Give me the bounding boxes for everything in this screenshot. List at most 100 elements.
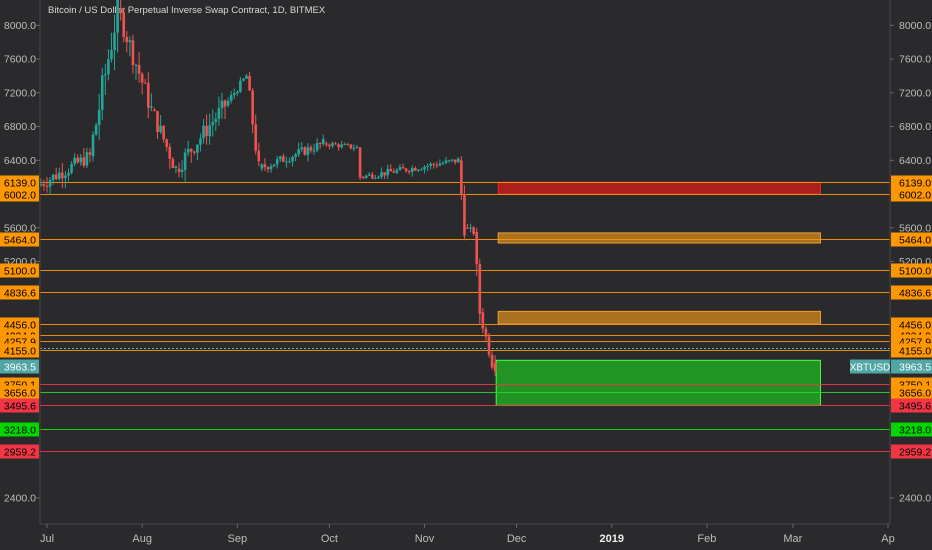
zone-box — [497, 232, 821, 244]
level-tag-right — [891, 343, 932, 358]
level-label-right: 6002.0 — [899, 189, 931, 201]
candle-body — [266, 167, 270, 170]
candle-body — [395, 169, 399, 173]
candle-body — [104, 74, 107, 76]
candle-body — [232, 93, 236, 96]
candle-body — [426, 165, 429, 167]
level-tag-left — [0, 343, 39, 358]
candle-body — [70, 164, 73, 173]
candle-body — [119, 8, 122, 13]
candle-body — [328, 144, 331, 147]
candles — [39, 0, 497, 377]
candle-body — [367, 174, 371, 176]
candle-body — [278, 156, 282, 160]
candle-body — [377, 176, 380, 179]
candle-body — [343, 144, 347, 146]
candle-body — [340, 144, 343, 148]
levels — [40, 182, 890, 452]
level-tag-left — [0, 385, 39, 400]
candle-body — [57, 172, 61, 180]
candle-body — [386, 168, 389, 176]
candle-body — [211, 122, 215, 126]
x-tick-label: Oct — [321, 533, 338, 545]
candle-body — [269, 166, 273, 170]
candle-body — [131, 40, 135, 65]
candle-body — [481, 312, 485, 329]
candle-body — [64, 175, 67, 179]
level-tag-left — [0, 422, 39, 437]
level-label-right: 4456.0 — [899, 319, 931, 331]
candle-body — [168, 146, 172, 159]
level-label-left: 4836.6 — [4, 287, 36, 299]
candle-body — [183, 152, 187, 170]
candle-body — [171, 158, 175, 168]
candle-body — [472, 227, 475, 234]
last-price-label-left: 3963.5 — [4, 361, 36, 373]
candle-body — [355, 147, 359, 149]
candle-body — [380, 172, 383, 177]
last-price-tag-right — [891, 359, 932, 374]
last-price-tag-left — [0, 359, 39, 374]
candle-body — [398, 167, 402, 170]
candle-body — [143, 82, 147, 84]
y-tick-label-right: 6400.0 — [899, 155, 931, 167]
candle-body — [450, 159, 454, 161]
candle-body — [291, 157, 294, 162]
level-label-right: 2959.2 — [899, 446, 931, 458]
candle-body — [282, 156, 285, 162]
labels: 8000.0 8000.0 7600.0 7600.0 7200.0 7200.0 6800… — [0, 20, 932, 545]
candle-body — [45, 185, 49, 187]
candle-body — [85, 152, 89, 166]
candle-body — [364, 175, 368, 179]
chart-title: Bitcoin / US Dollar Perpetual Inverse Sw… — [48, 5, 326, 16]
candle-body — [321, 138, 325, 144]
level-tag-right — [891, 317, 932, 332]
candle-body — [100, 75, 104, 110]
candle-body — [312, 150, 316, 152]
candle-body — [113, 32, 116, 51]
level-tag-left — [0, 187, 39, 202]
candle-body — [196, 144, 199, 153]
candle-body — [229, 95, 233, 101]
candle-body — [251, 90, 254, 125]
level-tag-right — [891, 263, 932, 278]
x-tick-label: Aug — [132, 533, 152, 545]
candle-body — [469, 227, 472, 229]
candle-body — [429, 163, 432, 166]
zone-box — [497, 310, 821, 325]
candle-body — [420, 169, 423, 171]
y-tick-label-left: 6400.0 — [4, 155, 36, 167]
candle-body — [352, 148, 356, 150]
level-tag-left — [0, 444, 39, 459]
x-tick-label: Dec — [507, 533, 527, 545]
candle-body — [297, 149, 300, 155]
y-tick-label-left: 8000.0 — [4, 20, 36, 32]
level-label-right: 3656.0 — [899, 387, 931, 399]
candle-body — [235, 92, 239, 94]
candle-body — [475, 232, 479, 265]
zones — [495, 181, 821, 406]
level-label-right: 3495.6 — [899, 400, 931, 412]
candle-body — [110, 50, 113, 60]
candle-body — [116, 0, 119, 33]
candle-body — [76, 157, 79, 163]
level-tag-right — [891, 385, 932, 400]
candle-body — [226, 100, 230, 106]
candle-body — [383, 172, 386, 176]
candle-body — [245, 75, 248, 79]
candle-body — [484, 328, 488, 337]
x-tick-label: Mar — [783, 533, 802, 545]
x-tick-label: Sep — [228, 533, 248, 545]
candle-body — [478, 264, 482, 314]
level-label-left: 4155.0 — [4, 345, 36, 357]
candle-body — [466, 227, 469, 229]
y-tick-label-right: 2400.0 — [899, 492, 931, 504]
candle-body — [94, 124, 98, 135]
candle-body — [417, 169, 420, 171]
candle-body — [202, 125, 205, 139]
candle-body — [134, 64, 138, 66]
candle-body — [153, 109, 156, 112]
candle-body — [441, 162, 445, 164]
y-tick-label-right: 8000.0 — [899, 20, 931, 32]
